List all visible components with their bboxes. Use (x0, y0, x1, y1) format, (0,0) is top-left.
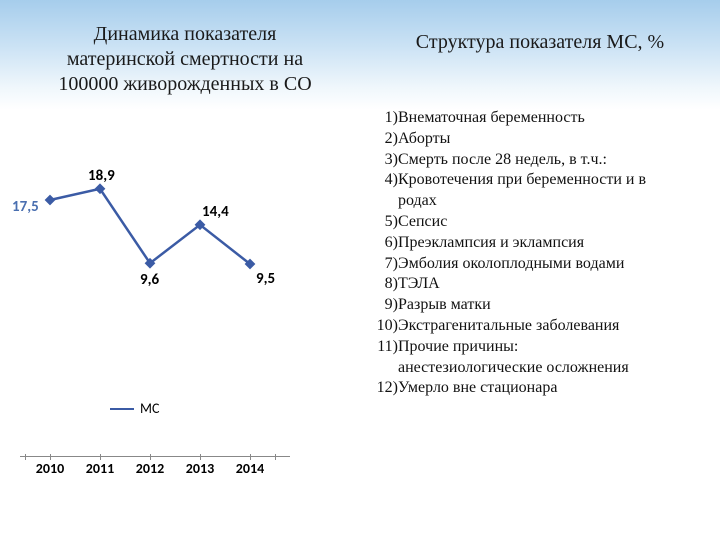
list-item-text: Внематочная беременность (398, 108, 585, 129)
list-item: 11)Прочие причины:анестезиологические ос… (372, 337, 646, 379)
x-axis-tick: 2014 (225, 460, 275, 477)
chart-legend: МС (110, 400, 159, 417)
list-item-text: Аборты (398, 129, 450, 150)
legend-label: МС (140, 400, 159, 417)
x-axis-label: 2011 (75, 460, 125, 477)
x-axis-tick: 2012 (125, 460, 175, 477)
slide: Динамика показателя материнской смертнос… (0, 0, 720, 540)
x-axis: 20102011201220132014 (25, 460, 275, 477)
chart-value-label: 17,5 (12, 198, 39, 216)
list-item-text: Сепсис (398, 212, 447, 233)
list-item-number: 5) (372, 212, 398, 233)
list-item: 2)Аборты (372, 129, 646, 150)
list-item-number: 1) (372, 108, 398, 129)
list-item: 4)Кровотечения при беременности и вродах (372, 170, 646, 212)
right-title: Структура показателя МС, % (390, 30, 690, 55)
list-item: 1)Внематочная беременность (372, 108, 646, 129)
x-axis-label: 2010 (25, 460, 75, 477)
chart-value-label: 14,4 (202, 203, 229, 221)
list-item-number: 4) (372, 170, 398, 212)
list-item-number: 2) (372, 129, 398, 150)
causes-list: 1)Внематочная беременность2)Аборты3)Смер… (372, 108, 646, 399)
x-axis-label: 2012 (125, 460, 175, 477)
list-item-text: Экстрагенитальные заболевания (398, 316, 619, 337)
list-item: 5)Сепсис (372, 212, 646, 233)
line-chart (20, 170, 290, 350)
list-item: 8)ТЭЛА (372, 274, 646, 295)
list-item-text: Умерло вне стационара (398, 378, 557, 399)
list-item-number: 7) (372, 254, 398, 275)
list-item-number: 8) (372, 274, 398, 295)
list-item: 3)Смерть после 28 недель, в т.ч.: (372, 150, 646, 171)
list-item-number: 6) (372, 233, 398, 254)
list-item: 12)Умерло вне стационара (372, 378, 646, 399)
list-item-text: Эмболия околоплодными водами (398, 254, 624, 275)
chart-value-label: 9,6 (140, 271, 159, 289)
list-item-text: Кровотечения при беременности и вродах (398, 170, 646, 212)
list-item: 10)Экстрагенитальные заболевания (372, 316, 646, 337)
list-item-number: 10) (372, 316, 398, 337)
x-axis-label: 2013 (175, 460, 225, 477)
list-item-text: ТЭЛА (398, 274, 440, 295)
x-axis-label: 2014 (225, 460, 275, 477)
legend-line (110, 408, 134, 410)
chart-value-label: 18,9 (88, 167, 115, 185)
x-axis-tick: 2010 (25, 460, 75, 477)
list-item-number: 3) (372, 150, 398, 171)
list-item-text: Прочие причины:анестезиологические ослож… (398, 337, 629, 379)
list-item-text: Преэклампсия и эклампсия (398, 233, 584, 254)
list-item-number: 9) (372, 295, 398, 316)
list-item-text: Разрыв матки (398, 295, 491, 316)
list-item-number: 11) (372, 337, 398, 379)
list-item-text: Смерть после 28 недель, в т.ч.: (398, 150, 607, 171)
list-item: 9)Разрыв матки (372, 295, 646, 316)
x-axis-tick: 2011 (75, 460, 125, 477)
list-item: 7)Эмболия околоплодными водами (372, 254, 646, 275)
list-item: 6)Преэклампсия и эклампсия (372, 233, 646, 254)
left-title: Динамика показателя материнской смертнос… (55, 22, 315, 97)
line-chart-svg (20, 170, 290, 350)
chart-value-label: 9,5 (256, 270, 275, 288)
list-item-number: 12) (372, 378, 398, 399)
x-axis-tick: 2013 (175, 460, 225, 477)
